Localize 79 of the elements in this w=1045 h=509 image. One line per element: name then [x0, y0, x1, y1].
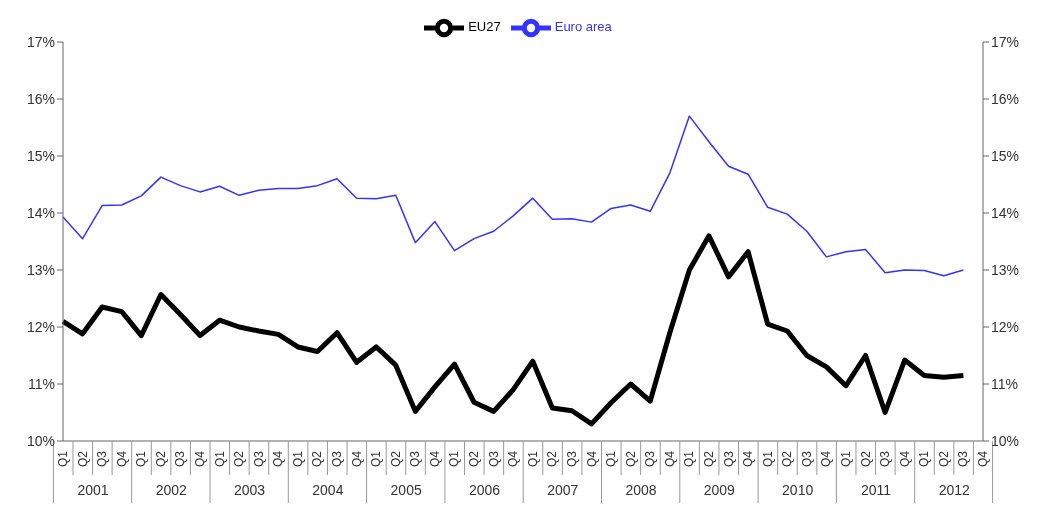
x-tick-label: Q1 — [369, 450, 384, 468]
x-tick-label: Q3 — [799, 450, 814, 468]
legend-label: EU27 — [468, 19, 501, 35]
line-series — [62, 115, 965, 277]
y2-tick-label: 10% — [991, 432, 1020, 449]
x-tick-label: Q2 — [388, 450, 403, 468]
y-tick-label: 16% — [26, 90, 55, 107]
x-tick-label: Q4 — [897, 450, 912, 468]
x-tick-label: Q4 — [193, 450, 208, 468]
x-tick-label: Q2 — [545, 450, 560, 468]
x-tick-label: Q4 — [349, 450, 364, 468]
x-tick-label: Q4 — [662, 450, 677, 468]
x-tick-label: Q4 — [584, 450, 599, 468]
x-tick-label: Q4 — [741, 450, 756, 468]
x-tick-label: Q1 — [525, 450, 540, 468]
x-tick-label: Q1 — [447, 450, 462, 468]
y-tick-label: 15% — [26, 147, 55, 164]
x-tick-label: Q1 — [917, 450, 932, 468]
x-tick-label: Q1 — [604, 450, 619, 468]
x-tick-label: Q2 — [780, 450, 795, 468]
x-tick-label: Q3 — [878, 450, 893, 468]
x-tick-label: Q2 — [153, 450, 168, 468]
x-tick-label: Q2 — [75, 450, 90, 468]
text: 2010 — [782, 482, 814, 498]
x-tick-label: Q1 — [760, 450, 775, 468]
text: 2003 — [233, 482, 266, 498]
x-tick-label: Q1 — [56, 450, 70, 468]
text: 2007 — [547, 482, 579, 498]
x-tick-label: Q1 — [682, 450, 697, 468]
text: 2004 — [312, 482, 344, 498]
x-tick-label: Q4 — [271, 450, 286, 468]
y-tick-label: 17% — [26, 33, 55, 50]
text: 2012 — [938, 482, 971, 498]
x-tick-label: Q3 — [643, 450, 658, 468]
y2-tick-label: 13% — [991, 261, 1020, 278]
x-tick-label: Q1 — [212, 450, 227, 468]
x-tick-label: Q4 — [976, 450, 990, 468]
x-tick-label: Q4 — [427, 450, 442, 468]
x-tick-label: Q2 — [936, 450, 951, 468]
text: 2005 — [390, 482, 422, 498]
x-tick-label: Q4 — [114, 450, 129, 468]
y2-tick-label: 14% — [991, 204, 1020, 221]
y2-tick-label: 12% — [991, 318, 1020, 335]
y2-tick-label: 11% — [991, 375, 1018, 392]
legend-label: Euro area — [554, 19, 612, 35]
x-tick-label: Q3 — [721, 450, 736, 468]
x-tick-label: Q2 — [467, 450, 482, 468]
x-tick-label: Q1 — [290, 450, 305, 468]
x-tick-label: Q3 — [956, 450, 971, 468]
x-tick-label: Q1 — [838, 450, 853, 468]
text: 2001 — [77, 482, 109, 498]
y-tick-label: 13% — [26, 261, 55, 278]
x-tick-label: Q2 — [623, 450, 638, 468]
y2-tick-label: 17% — [991, 33, 1020, 50]
text: 2006 — [468, 482, 501, 498]
x-tick-label: Q3 — [251, 450, 266, 468]
x-tick-label: Q3 — [95, 450, 110, 468]
x-tick-label: Q3 — [486, 450, 501, 468]
x-tick-label: Q4 — [819, 450, 834, 468]
y2-tick-label: 16% — [991, 90, 1020, 107]
x-tick-label: Q3 — [564, 450, 579, 468]
y-tick-label: 10% — [26, 432, 55, 449]
text: 2009 — [703, 482, 736, 498]
y-tick-label: 11% — [28, 375, 55, 392]
x-tick-label: Q3 — [330, 450, 345, 468]
x-tick-label: Q1 — [134, 450, 149, 468]
x-tick-label: Q2 — [701, 450, 716, 468]
y-tick-label: 12% — [26, 318, 55, 335]
x-tick-label: Q2 — [858, 450, 873, 468]
x-tick-label: Q3 — [408, 450, 423, 468]
text: 2008 — [625, 482, 657, 498]
text: 2002 — [155, 482, 188, 498]
y2-tick-label: 15% — [991, 147, 1020, 164]
x-tick-label: Q2 — [310, 450, 325, 468]
text: 2011 — [860, 482, 892, 498]
x-tick-label: Q2 — [232, 450, 247, 468]
x-tick-label: Q3 — [173, 450, 188, 468]
y-tick-label: 14% — [26, 204, 55, 221]
x-tick-label: Q4 — [506, 450, 521, 468]
